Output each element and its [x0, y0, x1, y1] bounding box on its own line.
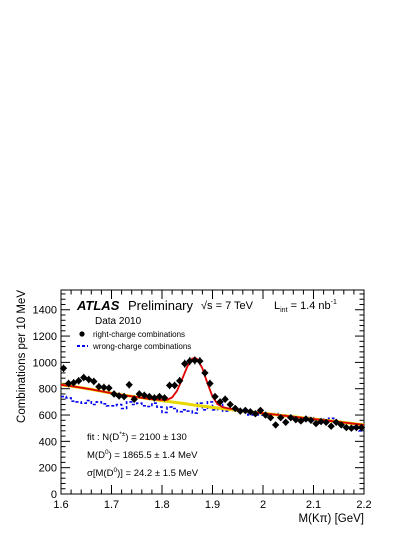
legend: right-charge combinations wrong-charge c… [77, 330, 191, 351]
data-point [165, 381, 174, 390]
x-tick-label: 2.1 [306, 499, 321, 511]
data-point [332, 418, 340, 426]
axis-ticks [60, 290, 365, 495]
data-point [236, 407, 244, 415]
fit-results: fit : N(D*±) = 2100 ± 130 M(D0) = 1865.5… [87, 431, 199, 479]
data-point [327, 422, 335, 430]
data-point [317, 417, 325, 426]
y-tick-label: 1200 [33, 331, 57, 343]
data-point [135, 390, 143, 398]
data-point [342, 423, 351, 432]
data-point [302, 415, 310, 423]
data-point [115, 392, 123, 400]
data-point [307, 416, 315, 424]
data-point [206, 379, 214, 388]
data-point [130, 395, 138, 403]
data-point [241, 406, 250, 415]
y-axis-label: Combinations per 10 MeV [16, 290, 28, 423]
lumi-subscript: int [280, 307, 287, 314]
data-point [256, 406, 265, 415]
data-point [211, 392, 219, 401]
x-tick-label: 1.9 [205, 499, 220, 511]
data-point [357, 423, 366, 432]
x-tick-label: 2.2 [356, 499, 371, 511]
tick-labels: 1.6 1.7 1.8 1.9 2 2.1 2.2 0 200 400 600 800 1000 1200… [33, 305, 372, 511]
fit-width: σ[M(D0)] = 24.2 ± 1.5 MeV [87, 467, 199, 479]
data-point [155, 392, 164, 401]
y-tick-label: 1000 [33, 357, 57, 369]
lumi-superscript: -1 [331, 299, 337, 306]
status-label: Preliminary [128, 298, 194, 313]
fit-yield-prefix: fit : N(D [87, 432, 119, 443]
data-point [201, 369, 209, 377]
fit-width-prefix: σ[M(D [87, 468, 114, 479]
data-series [59, 356, 366, 432]
data-point [160, 394, 169, 402]
data-point [90, 377, 98, 386]
legend-label-wrong-charge: wrong-charge combinations [92, 342, 191, 351]
data-point [266, 413, 275, 422]
data-point [282, 418, 290, 426]
data-point [292, 415, 300, 424]
data-point [271, 421, 280, 429]
lumi-prefix: L [274, 300, 280, 312]
data-point [175, 377, 184, 385]
data-point [191, 356, 199, 365]
data-point [120, 392, 128, 401]
fit-mass: M(D0) = 1865.5 ± 1.4 MeV [87, 449, 198, 461]
energy-label: √s = 7 TeV [201, 300, 254, 312]
experiment-label: ATLAS [76, 298, 120, 313]
dataset-label: Data 2010 [95, 316, 142, 327]
data-point [145, 392, 154, 401]
data-point [186, 357, 194, 365]
data-point [64, 379, 73, 388]
data-point [216, 398, 224, 406]
x-tick-label: 1.8 [154, 499, 169, 511]
data-point [352, 423, 361, 432]
data-point [276, 413, 285, 422]
data-point [226, 400, 234, 409]
data-point [322, 418, 330, 426]
fit-width-suffix: )] = 24.2 ± 1.5 MeV [117, 468, 199, 479]
fit-yield-suffix: ) = 2100 ± 130 [125, 432, 186, 443]
data-point [140, 391, 149, 399]
data-point [221, 395, 229, 403]
y-tick-label: 800 [39, 384, 57, 396]
y-tick-label: 0 [51, 489, 57, 501]
x-tick-label: 1.6 [53, 499, 68, 511]
header-text: ATLAS Preliminary [76, 298, 194, 313]
y-tick-label: 200 [39, 463, 57, 475]
y-tick-label: 600 [39, 410, 57, 422]
x-tick-label: 1.7 [104, 499, 119, 511]
luminosity-label: Lint = 1.4 nb-1 [274, 299, 337, 314]
fit-yield: fit : N(D*±) = 2100 ± 130 [87, 431, 187, 443]
data-point [59, 364, 68, 372]
data-point [261, 411, 270, 419]
legend-label-right-charge: right-charge combinations [93, 330, 185, 339]
lumi-value: = 1.4 nb [288, 300, 331, 312]
legend-marker-right-charge [79, 331, 85, 337]
x-tick-label: 2 [260, 499, 266, 511]
x-axis-label: M(Kπ) [GeV] [299, 513, 364, 525]
y-tick-label: 1400 [33, 305, 57, 317]
fit-mass-sup: 0 [105, 449, 109, 456]
fit-mass-prefix: M(D [87, 450, 105, 461]
y-tick-label: 400 [39, 436, 57, 448]
fit-width-sup: 0 [113, 467, 117, 474]
data-point [337, 421, 345, 429]
data-point [347, 424, 356, 432]
data-point [150, 394, 159, 402]
fit-mass-suffix: ) = 1865.5 ± 1.4 MeV [109, 450, 199, 461]
fit-yield-sup: *± [119, 431, 126, 438]
data-point [105, 384, 113, 392]
